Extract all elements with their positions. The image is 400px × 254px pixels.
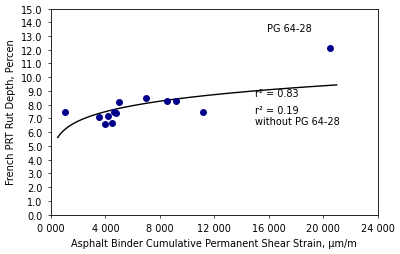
Point — [113, 112, 120, 116]
Text: PG 64-28: PG 64-28 — [267, 24, 312, 34]
X-axis label: Asphalt Binder Cumulative Permanent Shear Strain, μm/m: Asphalt Binder Cumulative Permanent Shea… — [71, 239, 357, 248]
Point — [327, 47, 333, 51]
Point — [102, 122, 108, 126]
Point — [173, 99, 179, 103]
Point — [109, 121, 115, 125]
Text: r² = 0.19
without PG 64-28: r² = 0.19 without PG 64-28 — [255, 105, 340, 127]
Point — [110, 110, 117, 114]
Point — [200, 110, 206, 114]
Point — [143, 97, 149, 101]
Point — [95, 116, 102, 120]
Y-axis label: French PRT Rut Depth, Percen: French PRT Rut Depth, Percen — [6, 40, 16, 185]
Point — [61, 110, 68, 114]
Point — [105, 114, 111, 118]
Text: r² = 0.83: r² = 0.83 — [255, 89, 299, 99]
Point — [164, 99, 170, 103]
Point — [116, 101, 122, 105]
